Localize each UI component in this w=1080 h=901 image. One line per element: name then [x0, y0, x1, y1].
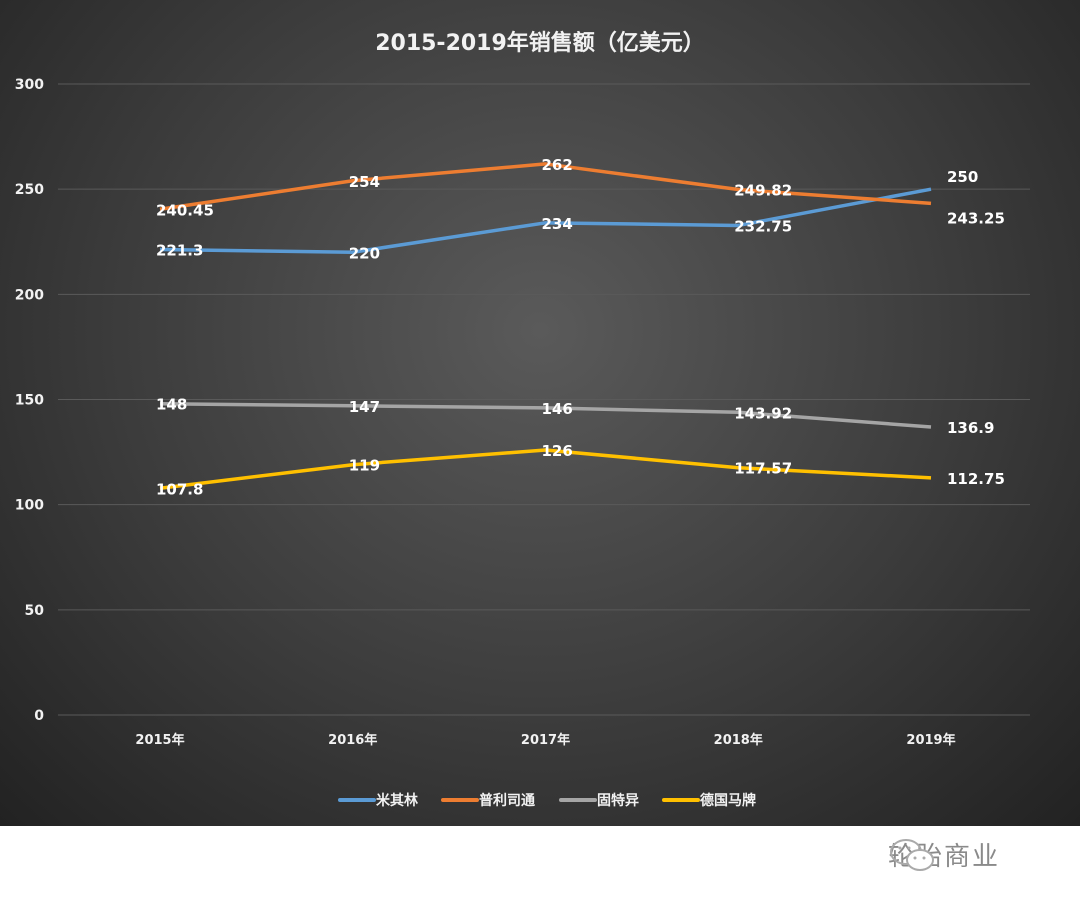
watermark-text: 轮胎商业 [888, 842, 1001, 872]
x-tick-label: 2016年 [328, 732, 377, 748]
data-label: 112.75 [947, 470, 1005, 488]
data-label: 221.3 [156, 242, 203, 260]
data-label: 136.9 [947, 419, 994, 437]
data-label: 240.45 [156, 201, 214, 219]
data-label: 249.82 [734, 182, 792, 200]
y-tick-label: 300 [15, 77, 44, 93]
data-label: 220 [349, 244, 380, 262]
series-line [159, 162, 932, 211]
data-label: 250 [947, 168, 978, 186]
y-tick-label: 200 [15, 287, 44, 303]
data-label: 234 [542, 215, 573, 233]
data-label: 148 [156, 396, 187, 414]
legend-label: 固特异 [597, 792, 639, 809]
x-tick-label: 2017年 [521, 732, 570, 748]
x-tick-label: 2015年 [135, 732, 184, 748]
chart-area: 2015-2019年销售额（亿美元） 0 50 100 150 200 250 300 2015… [0, 0, 1080, 826]
data-label: 126 [542, 442, 573, 460]
y-tick-label: 100 [15, 498, 44, 514]
data-label: 117.57 [734, 460, 792, 478]
data-label: 119 [349, 457, 380, 475]
data-label: 243.25 [947, 209, 1005, 227]
data-label: 143.92 [734, 404, 792, 422]
legend-label: 德国马牌 [700, 792, 756, 809]
chart-title: 2015-2019年销售额（亿美元） [375, 30, 705, 56]
legend-label: 米其林 [376, 792, 418, 809]
data-label: 107.8 [156, 480, 203, 498]
series-line [159, 448, 932, 490]
data-label: 262 [542, 156, 573, 174]
series-line [159, 187, 932, 255]
x-tick-label: 2019年 [906, 732, 955, 748]
wechat-icon [890, 839, 934, 871]
y-tick-label: 250 [15, 182, 44, 198]
legend-label: 普利司通 [479, 792, 535, 809]
series-line [159, 401, 932, 429]
y-tick-label: 50 [25, 603, 45, 619]
data-label: 146 [542, 400, 573, 418]
line-chart: 2015-2019年销售额（亿美元） 0 50 100 150 200 250 300 2015… [15, 30, 1030, 809]
x-tick-label: 2018年 [714, 732, 763, 748]
y-tick-label: 0 [34, 708, 44, 724]
data-label: 147 [349, 398, 380, 416]
data-label: 254 [349, 173, 380, 191]
y-tick-label: 150 [15, 393, 44, 409]
data-label: 232.75 [734, 217, 792, 235]
watermark: 轮胎商业 [888, 836, 1000, 873]
